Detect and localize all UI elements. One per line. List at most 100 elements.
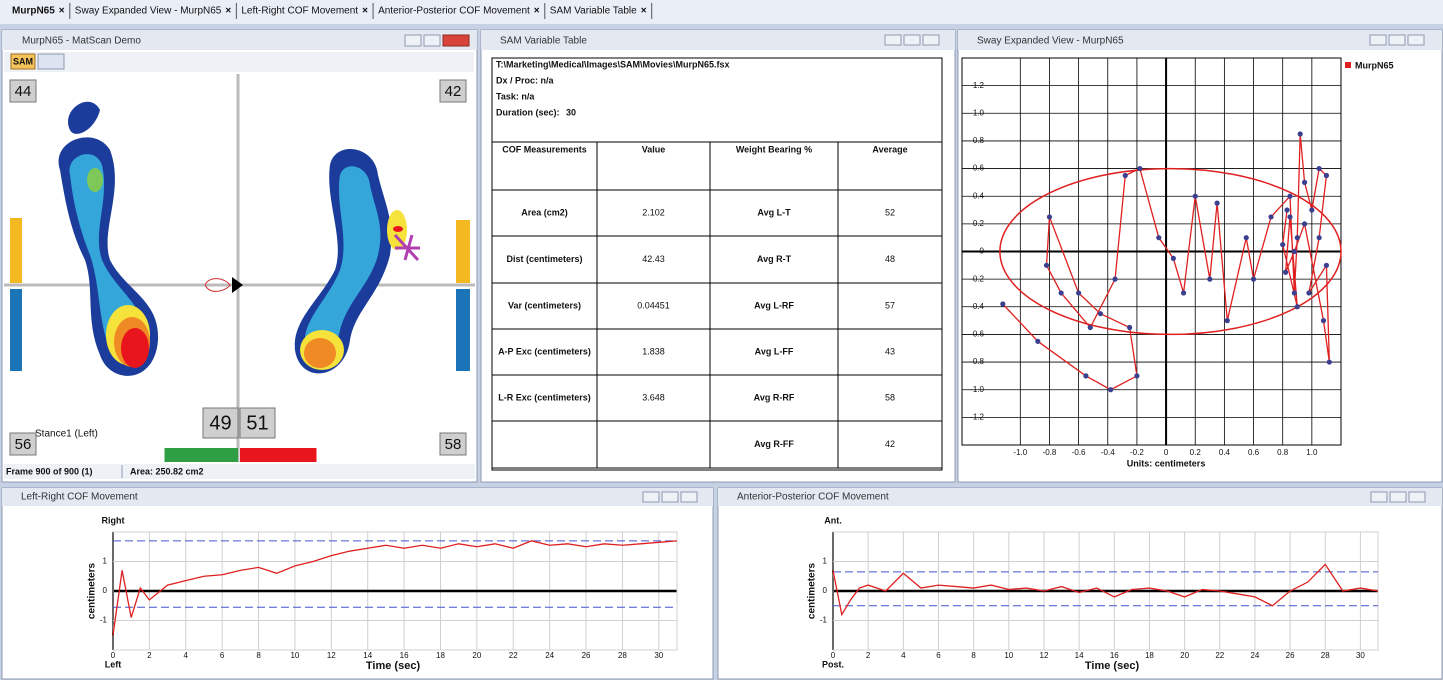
sway-point	[1250, 276, 1257, 282]
side-bar	[456, 220, 470, 283]
tab-close[interactable]: ×	[225, 6, 231, 17]
tab-close[interactable]: ×	[59, 6, 65, 17]
sway-point	[1112, 276, 1118, 282]
window-button[interactable]	[922, 34, 940, 46]
sway-point	[1207, 276, 1213, 282]
maximize-button[interactable]	[423, 34, 441, 47]
window-button[interactable]	[1407, 34, 1425, 46]
sway-point	[1243, 235, 1249, 241]
window-button[interactable]	[1389, 491, 1407, 503]
window-button[interactable]	[1388, 34, 1406, 46]
tab[interactable]: Anterior-Posterior COF Movement	[378, 6, 530, 17]
y-tick-label: -0.2	[970, 274, 984, 283]
x-axis-label: Units: centimeters	[1127, 458, 1206, 468]
task: Task: n/a	[496, 91, 535, 101]
cof-line	[112, 540, 678, 636]
x-tick-label: 0.6	[1248, 448, 1260, 457]
y-tick-label: 1	[823, 557, 828, 566]
sway-point	[1108, 387, 1114, 393]
status-area: Area: 250.82 cm2	[130, 466, 204, 476]
table-cell: Avg L-FF	[755, 346, 794, 356]
x-tick-label: 0	[111, 651, 116, 660]
x-tick-label: 30	[654, 651, 663, 660]
x-tick-label: 30	[1356, 651, 1365, 660]
sam-button[interactable]	[10, 53, 36, 70]
sway-point	[1301, 179, 1308, 185]
window-button[interactable]	[1370, 491, 1388, 503]
x-tick-label: 6	[936, 651, 941, 660]
tab-close[interactable]: ×	[362, 6, 368, 17]
tab-close[interactable]: ×	[641, 6, 647, 17]
cof-line	[832, 563, 1379, 617]
badge	[239, 407, 276, 439]
y-tick-label: -1	[820, 616, 828, 625]
x-tick-label: 12	[1040, 651, 1049, 660]
top-label: Ant.	[824, 515, 842, 525]
window-button[interactable]	[903, 34, 921, 46]
window-button[interactable]	[1408, 491, 1426, 503]
window-title: Sway Expanded View - MurpN65	[977, 36, 1124, 47]
sway-point	[1170, 255, 1176, 262]
table-cell: 58	[885, 392, 895, 402]
sway-point	[1294, 235, 1300, 241]
tab-close[interactable]: ×	[534, 6, 540, 17]
close-button[interactable]	[442, 34, 470, 47]
y-tick-label: -0.4	[970, 302, 984, 311]
sway-point	[1287, 193, 1293, 199]
x-tick-label: 12	[327, 651, 336, 660]
sway-point	[1134, 373, 1140, 379]
table-cell: 52	[885, 207, 895, 217]
y-tick-label: -0.8	[970, 357, 984, 366]
window-frame	[717, 487, 1443, 680]
x-tick-label: 22	[509, 651, 518, 660]
right-foot-pressure	[294, 148, 420, 374]
sway-point	[1268, 214, 1274, 220]
window-button[interactable]	[1369, 34, 1387, 46]
table-cell: Avg L-T	[757, 207, 791, 217]
sway-point	[1224, 318, 1230, 324]
tab[interactable]: Sway Expanded View - MurpN65	[75, 6, 222, 17]
sway-point	[1127, 324, 1133, 331]
side-bar	[10, 218, 22, 283]
x-tick-label: 10	[290, 651, 299, 660]
x-tick-label: 1.0	[1306, 448, 1318, 457]
window-button[interactable]	[680, 491, 698, 503]
x-tick-label: 6	[220, 651, 225, 660]
sway-point	[1097, 311, 1104, 317]
sway-point	[1000, 301, 1006, 307]
bottom-label: Left	[105, 659, 122, 669]
sway-point	[1156, 235, 1162, 241]
x-tick-label: 2	[866, 651, 871, 660]
y-tick-label: -1.0	[970, 385, 984, 394]
title-bar	[2, 30, 477, 50]
x-tick-label: 24	[1250, 651, 1259, 660]
sam-button-label[interactable]: SAM	[13, 56, 33, 66]
minimize-button[interactable]	[404, 34, 422, 47]
tab[interactable]: MurpN65	[12, 6, 55, 17]
x-axis-label: Time (sec)	[366, 660, 421, 672]
matscan-window: SAM MurpN65 - MatScan Demo	[1, 29, 478, 483]
table-cell: Avg L-RF	[754, 300, 794, 310]
window-button[interactable]	[642, 491, 660, 503]
y-tick-label: 0.8	[973, 136, 985, 145]
column-header: Weight Bearing %	[736, 144, 812, 154]
sway-point	[1287, 214, 1293, 220]
tool-button[interactable]	[37, 53, 65, 70]
sway-point	[1180, 290, 1187, 296]
tab[interactable]: SAM Variable Table	[550, 6, 637, 17]
status-frame: Frame 900 of 900 (1)	[6, 466, 93, 476]
x-tick-label: 4	[901, 651, 906, 660]
window-button[interactable]	[884, 34, 902, 46]
window-button[interactable]	[661, 491, 679, 503]
sway-point	[1297, 131, 1303, 137]
sway-point	[1046, 214, 1053, 220]
weight-bar-left	[164, 448, 238, 462]
tab[interactable]: Left-Right COF Movement	[241, 6, 358, 17]
x-tick-label: 0.2	[1190, 448, 1202, 457]
badge-label: 49	[209, 412, 231, 434]
table-cell: L-R Exc (centimeters)	[498, 392, 591, 402]
ap-window: Anterior-Posterior COF Movement	[717, 487, 1443, 680]
badge-label: 58	[445, 436, 462, 453]
table-cell: 0.04451	[637, 300, 670, 310]
